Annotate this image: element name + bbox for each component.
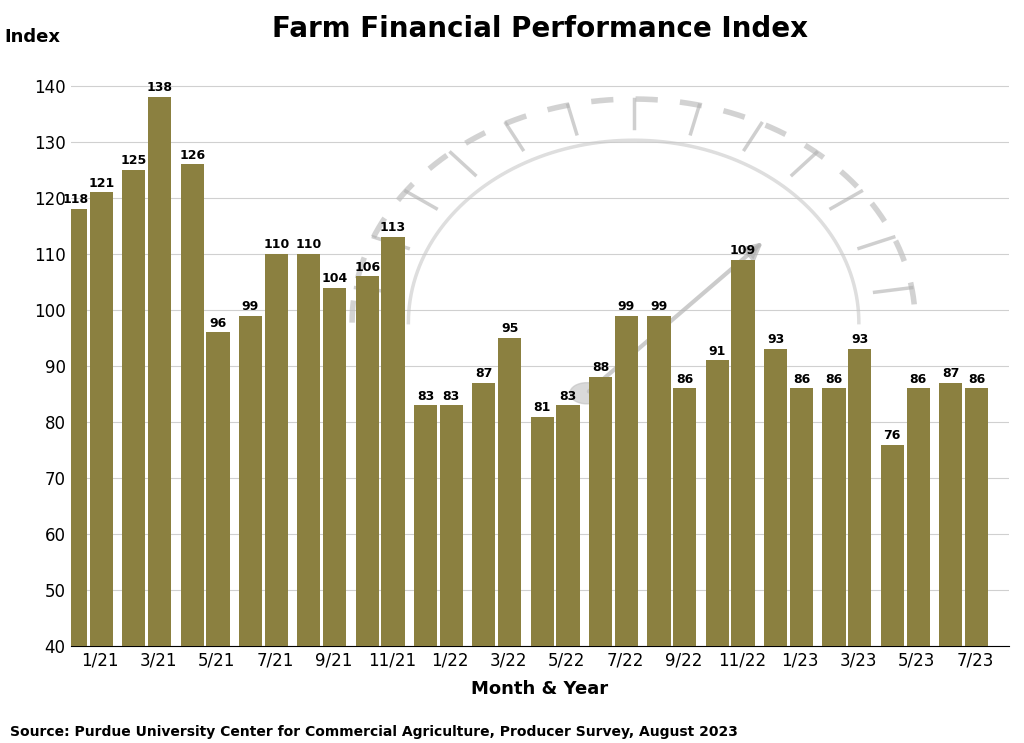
Bar: [965, 389, 988, 743]
Text: 104: 104: [322, 272, 348, 285]
Bar: [148, 97, 171, 743]
Bar: [614, 316, 638, 743]
Bar: [90, 192, 113, 743]
Bar: [764, 349, 787, 743]
Text: 87: 87: [942, 367, 959, 380]
Bar: [439, 406, 463, 743]
Text: 99: 99: [242, 300, 259, 313]
Bar: [906, 389, 930, 743]
Bar: [556, 406, 580, 743]
X-axis label: Month & Year: Month & Year: [471, 681, 608, 698]
Bar: [881, 444, 904, 743]
Text: 76: 76: [884, 429, 901, 442]
Text: 118: 118: [62, 193, 88, 207]
Text: 86: 86: [825, 373, 843, 386]
Text: Index: Index: [5, 28, 60, 46]
Text: 91: 91: [709, 345, 726, 357]
Text: 96: 96: [209, 317, 226, 330]
Bar: [939, 383, 963, 743]
Text: Source: Purdue University Center for Commercial Agriculture, Producer Survey, Au: Source: Purdue University Center for Com…: [10, 725, 738, 739]
Bar: [790, 389, 813, 743]
Bar: [822, 389, 846, 743]
Bar: [122, 170, 145, 743]
Bar: [239, 316, 262, 743]
Bar: [63, 210, 87, 743]
Bar: [848, 349, 871, 743]
Bar: [589, 377, 612, 743]
Text: 93: 93: [851, 334, 868, 346]
Text: 86: 86: [676, 373, 693, 386]
Title: Farm Financial Performance Index: Farm Financial Performance Index: [271, 15, 808, 43]
Text: 109: 109: [730, 244, 756, 257]
Text: 86: 86: [968, 373, 985, 386]
Text: 83: 83: [442, 389, 460, 403]
Circle shape: [569, 383, 603, 404]
Text: 95: 95: [501, 322, 518, 335]
Bar: [297, 254, 321, 743]
Text: 138: 138: [146, 81, 173, 94]
Bar: [264, 254, 288, 743]
Bar: [498, 338, 521, 743]
Text: 121: 121: [88, 177, 115, 189]
Text: 126: 126: [179, 149, 205, 161]
Bar: [180, 164, 204, 743]
Text: 86: 86: [909, 373, 927, 386]
Text: 110: 110: [296, 239, 322, 251]
Text: 106: 106: [354, 261, 380, 273]
Text: 99: 99: [617, 300, 635, 313]
Bar: [706, 360, 729, 743]
Bar: [381, 237, 404, 743]
Bar: [472, 383, 496, 743]
Bar: [530, 417, 554, 743]
Text: 86: 86: [793, 373, 810, 386]
Bar: [355, 276, 379, 743]
Bar: [731, 259, 755, 743]
Bar: [207, 332, 229, 743]
Text: 99: 99: [650, 300, 668, 313]
Bar: [414, 406, 437, 743]
Text: 81: 81: [534, 400, 551, 414]
Text: 113: 113: [380, 221, 407, 234]
Text: 87: 87: [475, 367, 493, 380]
Bar: [673, 389, 696, 743]
Bar: [323, 288, 346, 743]
Text: 83: 83: [417, 389, 434, 403]
Bar: [647, 316, 671, 743]
FancyArrowPatch shape: [589, 245, 760, 392]
Text: 110: 110: [263, 239, 290, 251]
Text: 83: 83: [559, 389, 577, 403]
Text: 93: 93: [767, 334, 784, 346]
Text: 125: 125: [121, 154, 146, 167]
Text: 88: 88: [592, 362, 609, 374]
